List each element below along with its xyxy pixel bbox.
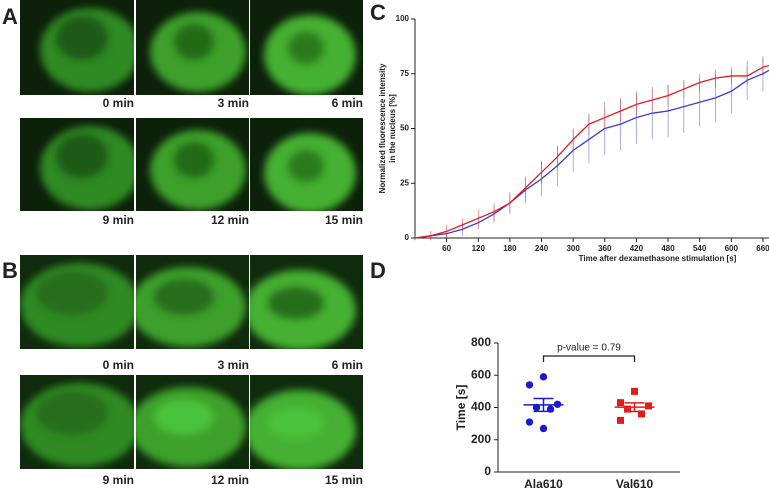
micrograph — [20, 255, 134, 349]
micrograph — [136, 0, 249, 95]
cell-region — [288, 150, 324, 182]
y-axis-label: Time [s] — [454, 385, 468, 431]
y-axis-label: in the nucleus [%] — [388, 94, 397, 163]
cell-region — [268, 287, 324, 319]
micrograph — [250, 0, 363, 95]
x-tick-label: 180 — [503, 244, 517, 253]
cell-region — [154, 399, 214, 435]
x-tick-label: Ala610 — [524, 477, 563, 490]
cell — [136, 387, 246, 467]
micrograph — [250, 255, 363, 349]
cell-region — [36, 391, 108, 435]
cell — [250, 270, 356, 349]
y-tick-label: 400 — [471, 400, 491, 414]
x-tick-label: Val610 — [616, 477, 654, 490]
micrograph — [250, 118, 363, 211]
micrograph — [20, 375, 134, 469]
cell-region — [268, 407, 324, 439]
time-label: 9 min — [103, 473, 134, 487]
x-tick-label: 600 — [725, 244, 739, 253]
data-point — [539, 373, 548, 381]
x-tick-label: 420 — [630, 244, 644, 253]
cell-region — [36, 271, 108, 315]
x-tick-label: 360 — [598, 244, 612, 253]
time-label: 12 min — [211, 473, 249, 487]
significance-bracket — [542, 355, 636, 362]
y-tick-label: 75 — [400, 69, 409, 78]
time-label: 3 min — [218, 358, 249, 372]
micrograph — [136, 255, 249, 349]
data-point — [525, 418, 534, 426]
panel-letter: D — [370, 258, 386, 283]
time-label: 6 min — [332, 358, 363, 372]
time-label: 0 min — [103, 358, 134, 372]
time-label: 15 min — [325, 473, 363, 487]
panel-letter: C — [370, 0, 386, 25]
sem-bar — [533, 397, 554, 413]
data-point — [645, 402, 652, 410]
y-tick-label: 25 — [400, 178, 409, 187]
micrograph — [136, 118, 249, 211]
data-point — [617, 416, 624, 424]
time-label: 0 min — [103, 96, 134, 110]
x-tick-label: 60 — [442, 244, 451, 253]
time-label: 12 min — [211, 213, 249, 227]
y-tick-label: 100 — [396, 14, 410, 23]
y-tick-label: 200 — [471, 432, 491, 446]
cell — [20, 263, 134, 347]
series-line — [414, 69, 769, 239]
time-label: 9 min — [103, 213, 134, 227]
panel-letter: B — [2, 258, 18, 283]
x-tick-label: 480 — [661, 244, 675, 253]
cell — [264, 15, 356, 95]
cell — [150, 12, 246, 92]
cell — [40, 126, 134, 210]
annotation: p-value = 0.79 — [557, 343, 621, 354]
time-label: 15 min — [325, 213, 363, 227]
cell — [150, 130, 246, 210]
cell-region — [56, 134, 108, 178]
y-tick-label: 50 — [400, 124, 409, 133]
y-axis-label: Normalized fluorescence intensity — [378, 63, 387, 193]
x-tick-label: 540 — [693, 244, 707, 253]
cell — [264, 133, 356, 211]
x-tick-label: 240 — [535, 244, 549, 253]
cell — [40, 8, 134, 92]
x-tick-label: 300 — [566, 244, 580, 253]
data-point — [539, 424, 548, 433]
series-line — [414, 64, 769, 239]
cell-region — [174, 24, 214, 60]
cell — [250, 390, 356, 469]
data-point — [617, 399, 624, 407]
micrograph — [136, 375, 249, 469]
micrograph — [250, 375, 363, 469]
time-label: 6 min — [332, 96, 363, 110]
time-label: 3 min — [218, 96, 249, 110]
sem-bar — [624, 402, 645, 413]
cell-region — [288, 32, 324, 64]
cell — [20, 383, 134, 467]
x-tick-label: 120 — [472, 244, 486, 253]
data-point — [638, 410, 645, 418]
micrograph — [20, 118, 134, 211]
panel-letter: A — [2, 4, 18, 29]
cell-region — [174, 142, 214, 178]
micrograph — [20, 0, 134, 95]
cell-region — [154, 279, 214, 315]
data-point — [525, 381, 534, 389]
x-axis-label: Time after dexamethasone stimulation [s] — [579, 254, 737, 263]
y-tick-label: 0 — [405, 233, 410, 242]
data-point — [624, 405, 631, 413]
x-tick-label: 660 — [756, 244, 769, 253]
y-tick-label: 0 — [484, 464, 491, 478]
data-point — [631, 387, 638, 395]
y-tick-label: 600 — [471, 367, 491, 381]
cell — [136, 267, 246, 347]
cell-region — [56, 16, 108, 60]
y-tick-label: 800 — [471, 335, 491, 349]
